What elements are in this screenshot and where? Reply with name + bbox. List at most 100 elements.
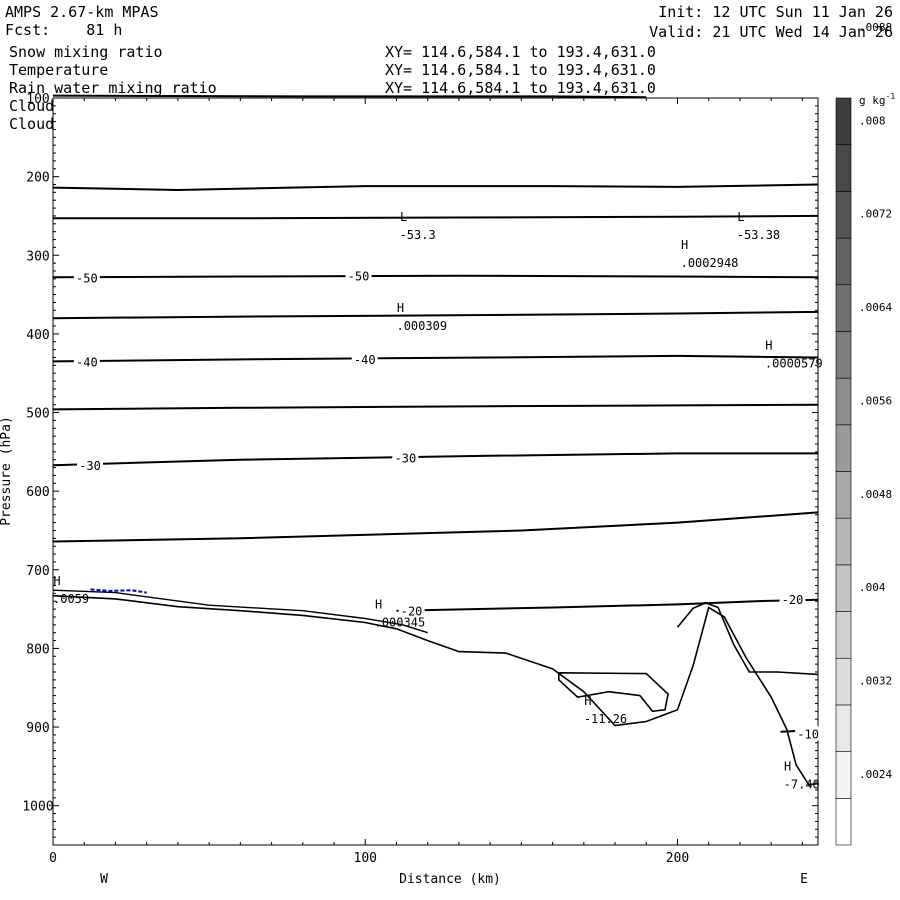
field-xy-range: XY= 114.6,584.1 to 193.4,631.0 (385, 43, 656, 61)
extremum-symbol: L (737, 210, 744, 224)
terrain-upper-line (52, 589, 428, 634)
contour-label: -20 (782, 593, 804, 607)
extremum-symbol: H (584, 694, 591, 708)
temperature-contours: -50 -50 -40 -40 -30 -30 -20 -20 -10 (52, 94, 822, 786)
contour-line (52, 183, 819, 192)
y-axis: 100 200 300 400 500 600 700 800 900 1000 (22, 92, 818, 838)
colorbar-label: .008 (859, 114, 886, 127)
x-tick-label: 100 (354, 851, 377, 866)
extremum-value: .0000579 (765, 357, 823, 371)
colorbar-swatch (835, 284, 852, 332)
contour-label-background (779, 591, 806, 606)
x-axis: 0 100 200 (49, 98, 803, 866)
extremum-value: .000345 (375, 615, 426, 629)
cloud-water-contour (90, 588, 147, 594)
ridge-contour (676, 601, 819, 676)
extremum-symbol: H (375, 597, 382, 611)
y-tick-label: 700 (26, 564, 49, 579)
y-axis-label: Pressure (hPa) (0, 416, 14, 526)
colorbar-label: .0072 (859, 208, 892, 221)
contour-label-background (76, 458, 103, 473)
contour-label: -20 (401, 605, 423, 619)
contour-line (52, 94, 647, 99)
y-tick-label: 1000 (22, 800, 53, 815)
colorbar-units: g kg-1 (859, 92, 895, 107)
plot-frame (52, 97, 819, 846)
contour-label: -40 (354, 353, 376, 367)
x-tick-label: 200 (666, 851, 689, 866)
valid-time: Valid: 21 UTC Wed 14 Jan 26 (649, 23, 893, 41)
field-name: Rain water mixing ratio (9, 79, 217, 97)
contour-label-background (73, 354, 100, 369)
colorbar-label: .0032 (859, 675, 892, 688)
terrain-line (52, 594, 819, 786)
colorbar-swatch (835, 517, 852, 566)
extremum-value: -53.38 (737, 228, 780, 242)
contour-line (52, 511, 819, 543)
field-xy-range: XY= 114.6,584.1 to 193.4,631.0 (385, 61, 656, 79)
colorbar-swatch (835, 331, 852, 379)
colorbar-swatch (835, 798, 852, 846)
colorbar-swatch (835, 377, 852, 426)
y-tick-label: 300 (26, 249, 49, 264)
x-axis-label: Distance (km) (399, 872, 501, 887)
colorbar-swatch (835, 144, 852, 192)
contour-label: -50 (348, 270, 370, 284)
extremum-value: -7.40 (784, 777, 820, 791)
extremum-value: .000309 (396, 319, 447, 333)
extremum-value: -53.3 (400, 228, 436, 242)
contour-label-background (795, 726, 822, 741)
y-tick-label: 500 (26, 407, 49, 422)
colorbar-label: .0056 (859, 394, 892, 407)
colorbar-swatch (835, 751, 852, 799)
contour-label: -50 (76, 271, 98, 285)
extremum-symbol: H (397, 301, 404, 315)
y-tick-label: 400 (26, 328, 49, 343)
field-name: Snow mixing ratio (9, 43, 163, 61)
extremum-value: .0002948 (681, 256, 739, 270)
y-tick-label: 900 (26, 721, 49, 736)
colorbar-swatch (835, 657, 852, 706)
colorbar-label: .0024 (859, 768, 892, 781)
x-tick-label: 0 (49, 851, 57, 866)
colorbar-swatch (835, 704, 852, 752)
temperature-contour (396, 598, 819, 612)
contour-line (53, 214, 819, 220)
extremum-symbol: H (53, 574, 60, 588)
colorbar-swatch (835, 611, 852, 659)
y-tick-label: 800 (26, 642, 49, 657)
colorbar-swatch (835, 97, 852, 145)
temperature-contour (52, 452, 818, 467)
colorbar: .0024 .0032 .004 .0048 .0056 .0064 .0072 .008 .0… (835, 21, 892, 846)
extremum-symbol: H (765, 339, 772, 353)
colorbar-swatch (835, 191, 852, 239)
extremum-symbol: H (784, 759, 791, 773)
contour-line (52, 310, 819, 320)
model-title: AMPS 2.67-km MPAS (5, 3, 159, 21)
forecast-hour: Fcst: 81 h (5, 21, 122, 39)
colorbar-swatch (835, 471, 852, 519)
y-tick-label: 100 (26, 92, 49, 107)
contour-label: -30 (395, 451, 417, 465)
contour-label: -10 (797, 727, 819, 741)
temperature-contour (52, 274, 819, 279)
colorbar-label: .0064 (859, 301, 892, 314)
contour-label-background (351, 352, 378, 367)
extrema-markers: L -53.3 L -53.38 H .0002948 H .000309 H .0000579 H… (53, 210, 823, 792)
colorbar-label: .004 (859, 581, 886, 594)
field-xy-range: XY= 114.6,584.1 to 193.4,631.0 (385, 79, 656, 97)
extremum-value: .0059 (53, 592, 89, 606)
contour-label-background (345, 268, 372, 283)
y-tick-label: 200 (26, 171, 49, 186)
field-name: Temperature (9, 61, 108, 79)
contour-label-background (392, 450, 419, 465)
y-tick-label: 600 (26, 485, 49, 500)
contour-label-background (398, 603, 425, 618)
colorbar-swatch (835, 424, 852, 472)
colorbar-label: .0048 (859, 488, 892, 501)
east-label: E (800, 872, 808, 887)
contour-label: -40 (76, 355, 98, 369)
extremum-symbol: H (681, 238, 688, 252)
